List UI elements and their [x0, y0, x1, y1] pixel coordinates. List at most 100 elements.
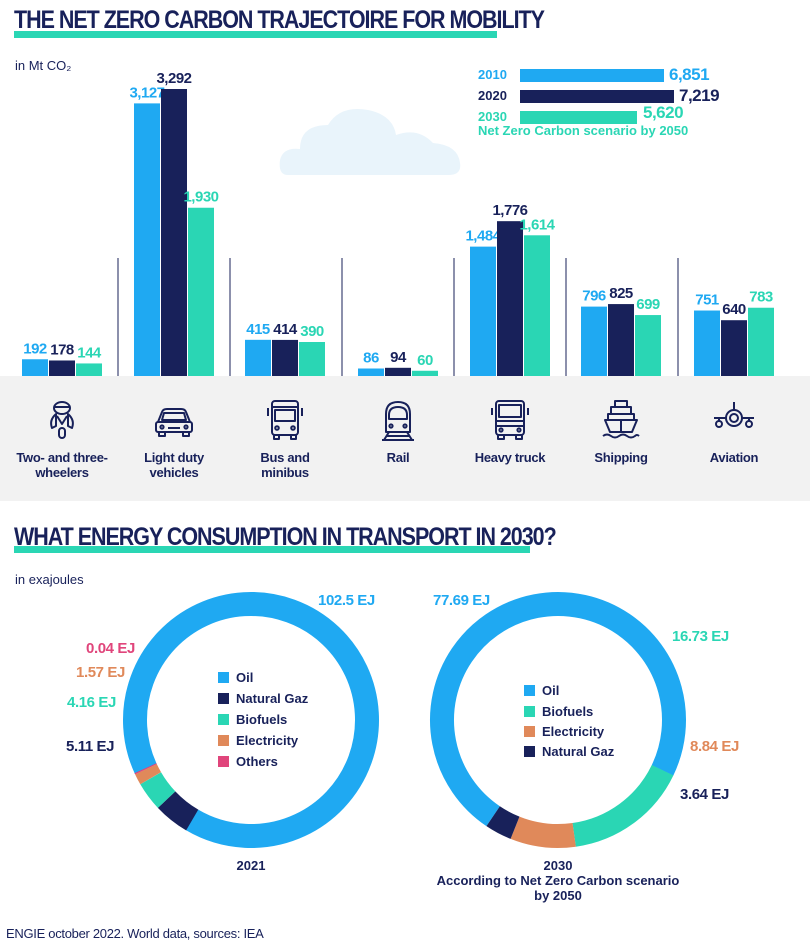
airplane-icon: [714, 402, 754, 428]
truck-icon: [491, 400, 529, 440]
slice-label-oil-2021: 102.5 EJ: [318, 592, 375, 609]
legend-total-bar: [520, 69, 664, 82]
category-icon-band: [0, 376, 810, 501]
bar: [76, 363, 102, 376]
legend-total-bar: [520, 111, 637, 124]
title-underline: [14, 31, 497, 38]
legend-year: 2010: [478, 67, 507, 82]
legend-note: Net Zero Carbon scenario by 2050: [478, 123, 689, 138]
donut-slice: [123, 592, 379, 848]
donut-chart-2021: [123, 592, 379, 848]
donut-caption-2030: 2030 According to Net Zero Carbon scenar…: [436, 858, 680, 903]
scooter-icon: [50, 401, 74, 439]
legend-electricity-2030: Electricity: [524, 724, 604, 739]
bar-value-label: 783: [749, 289, 773, 306]
train-icon: [382, 401, 414, 441]
bar-value-label: 144: [77, 344, 102, 361]
bar-value-label: 1,776: [492, 202, 527, 219]
slice-label-others-2021: 0.04 EJ: [86, 640, 135, 657]
bus-icon: [267, 400, 303, 440]
bar-value-label: 1,614: [519, 216, 555, 233]
legend-total-value: 6,851: [669, 65, 710, 84]
bar: [49, 360, 75, 376]
legend-total-bar: [520, 90, 674, 103]
bar-value-label: 796: [582, 288, 606, 305]
legend-label: Oil: [542, 683, 560, 698]
donut-slice: [430, 592, 686, 848]
legend-swatch: [218, 735, 229, 746]
donut-slice: [430, 592, 686, 848]
bar-value-label: 3,127: [129, 84, 164, 101]
bar: [358, 368, 384, 376]
bar-value-label: 415: [246, 321, 270, 338]
bar-value-label: 1,484: [465, 228, 501, 245]
legend-label: Electricity: [542, 724, 605, 739]
slice-label-electricity-2021: 1.57 EJ: [76, 664, 125, 681]
slice-label-natural-gaz-2021: 5.11 EJ: [66, 738, 115, 755]
bar: [721, 320, 747, 376]
bar: [272, 339, 298, 376]
legend-label: Natural Gaz: [236, 691, 309, 706]
legend-label: Biofuels: [542, 704, 594, 719]
bar-value-label: 94: [390, 349, 407, 366]
bar-chart-unit: in Mt CO₂: [15, 58, 72, 73]
bar-value-label: 178: [50, 341, 74, 358]
slice-label-natural-gaz-2030: 3.64 EJ: [680, 786, 729, 803]
legend-swatch: [218, 714, 229, 725]
bar-value-label: 751: [695, 292, 719, 309]
category-label: Aviation: [709, 450, 759, 465]
legend-natural-gaz-2021: Natural Gaz: [218, 691, 308, 706]
bar: [470, 246, 496, 376]
category-label: Light duty vehicles: [144, 450, 204, 480]
legend-swatch: [524, 706, 535, 717]
legend-natural-gaz-2030: Natural Gaz: [524, 744, 614, 759]
bar-value-label: 390: [300, 323, 324, 340]
legend-oil-2021: Oil: [218, 670, 253, 685]
bar-value-label: 192: [23, 340, 47, 357]
bar: [581, 306, 607, 376]
bar: [161, 89, 187, 376]
legend-biofuels-2030: Biofuels: [524, 704, 593, 719]
bar: [134, 103, 160, 376]
legend-year: 2020: [478, 88, 507, 103]
category-label: Shipping: [594, 450, 648, 465]
donut-slice: [123, 592, 379, 848]
bar: [748, 307, 774, 376]
legend-label: Electricity: [236, 733, 299, 748]
car-icon: [155, 408, 193, 437]
slice-label-biofuels-2021: 4.16 EJ: [67, 694, 116, 711]
slice-label-oil-2030: 77.69 EJ: [433, 592, 490, 609]
donut-caption-2021: 2021: [236, 858, 266, 873]
donut-chart-2030: [430, 592, 686, 848]
bar-chart-title: THE NET ZERO CARBON TRAJECTOIRE FOR MOBI…: [14, 6, 545, 34]
slice-label-electricity-2030: 8.84 EJ: [690, 738, 739, 755]
legend-swatch: [218, 672, 229, 683]
category-label: Rail: [386, 450, 410, 465]
bar: [497, 221, 523, 376]
legend-electricity-2021: Electricity: [218, 733, 298, 748]
donut-slice: [430, 592, 686, 848]
bar: [188, 207, 214, 376]
bar: [635, 315, 661, 376]
bar-value-label: 3,292: [156, 70, 191, 87]
bar-value-label: 825: [609, 285, 633, 302]
category-label: Bus and minibus: [260, 450, 310, 480]
title-underline: [14, 546, 530, 553]
legend-swatch: [218, 693, 229, 704]
bar: [412, 370, 438, 376]
bar: [385, 367, 411, 376]
legend-swatch: [218, 756, 229, 767]
donut-slice: [430, 592, 686, 848]
legend-swatch: [524, 685, 535, 696]
legend-label: Others: [236, 754, 278, 769]
cloud-decoration: [279, 109, 461, 175]
legend-label: Natural Gaz: [542, 744, 615, 759]
bar-value-label: 86: [363, 350, 379, 367]
category-label: Heavy truck: [474, 450, 546, 465]
ship-icon: [602, 400, 640, 439]
legend-swatch: [524, 726, 535, 737]
legend-total-value: 5,620: [643, 103, 684, 122]
bar: [22, 359, 48, 376]
slice-label-biofuels-2030: 16.73 EJ: [672, 628, 729, 645]
